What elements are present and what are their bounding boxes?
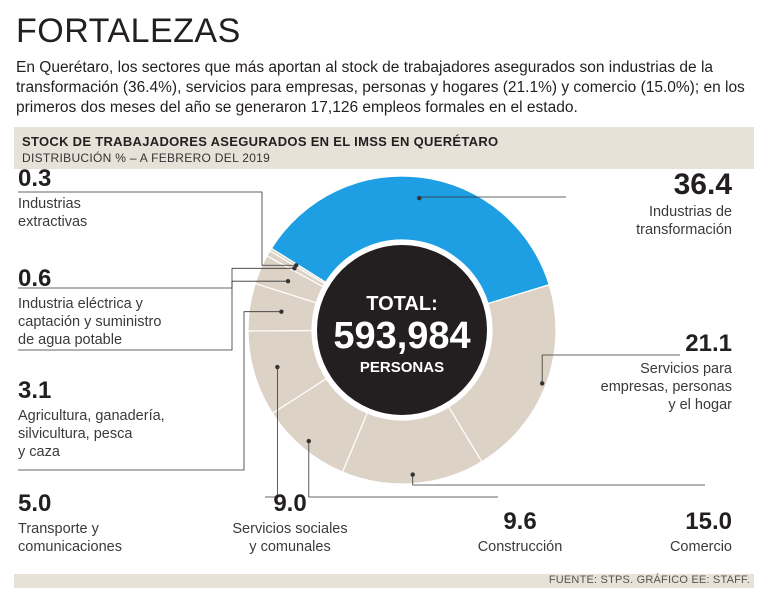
category-label-industrias-de-transformacion: transformación [636, 222, 732, 238]
footer-bar: FUENTE: STPS. GRÁFICO EE: STAFF. [14, 574, 754, 588]
dot-transporte-y-comunicaciones [279, 309, 284, 314]
total-unit: PERSONAS [360, 359, 444, 376]
category-label-servicios-para-empresas-personas-y-el-hogar: empresas, personas [601, 379, 732, 395]
intro-text: En Querétaro, los sectores que más aport… [16, 59, 745, 116]
page-title: FORTALEZAS [16, 12, 241, 50]
category-label-transporte-y-comunicaciones: Transporte y [18, 521, 100, 537]
value-label-transporte-y-comunicaciones: 5.0 [18, 490, 51, 517]
dot-construccion [306, 438, 311, 444]
chart-subtitle: DISTRIBUCIÓN % – A FEBRERO DEL 2019 [22, 151, 271, 165]
value-label-construccion: 9.6 [503, 508, 536, 535]
category-label-industria-electrica-y-captacion-y-suministro-de-agua-potable: captación y suministro [18, 314, 161, 330]
category-label-industrias-de-transformacion: Industrias de [649, 204, 732, 220]
source-note: FUENTE: STPS. GRÁFICO EE: STAFF. [548, 574, 750, 586]
dot-industrias-extractivas [294, 263, 299, 268]
leader-industrias-extractivas [18, 191, 297, 266]
total-value: 593,984 [333, 315, 470, 357]
leader-servicios-para-empresas-personas-y-el-hogar [541, 354, 680, 384]
value-label-servicios-sociales-y-comunales: 9.0 [273, 490, 306, 517]
leader-construccion [308, 441, 498, 498]
dot-servicios-sociales-y-comunales [275, 364, 280, 370]
category-label-agricultura-ganaderia-silvicultura-pesca-y-caza: y caza [18, 444, 61, 460]
chart-title: STOCK DE TRABAJADORES ASEGURADOS EN EL I… [22, 134, 499, 149]
category-label-servicios-sociales-y-comunales: Servicios sociales [232, 521, 347, 537]
category-label-agricultura-ganaderia-silvicultura-pesca-y-caza: silvicultura, pesca [18, 426, 133, 442]
leader-servicios-sociales-y-comunales [265, 367, 278, 498]
dot-comercio [410, 472, 415, 477]
dot-industrias-de-transformacion [417, 195, 422, 201]
dot-agricultura-ganaderia-silvicultura-pesca-y-caza [285, 278, 291, 284]
chart-header-bar: STOCK DE TRABAJADORES ASEGURADOS EN EL I… [14, 127, 754, 169]
dot-servicios-para-empresas-personas-y-el-hogar [539, 381, 545, 386]
leader-comercio [412, 474, 705, 486]
category-label-industria-electrica-y-captacion-y-suministro-de-agua-potable: Industria eléctrica y [18, 296, 144, 312]
value-label-comercio: 15.0 [685, 508, 732, 535]
leader-industria-electrica-y-captacion-y-suministro-de-agua-potable [18, 267, 295, 289]
leader-agricultura-ganaderia-silvicultura-pesca-y-caza [18, 280, 289, 351]
total-label: TOTAL: [366, 293, 437, 315]
value-label-servicios-para-empresas-personas-y-el-hogar: 21.1 [685, 330, 732, 357]
value-label-industria-electrica-y-captacion-y-suministro-de-agua-potable: 0.6 [18, 265, 51, 292]
category-label-industria-electrica-y-captacion-y-suministro-de-agua-potable: de agua potable [18, 332, 122, 348]
category-label-servicios-para-empresas-personas-y-el-hogar: Servicios para [640, 361, 733, 377]
value-label-industrias-de-transformacion: 36.4 [674, 168, 733, 201]
value-label-agricultura-ganaderia-silvicultura-pesca-y-caza: 3.1 [18, 377, 51, 404]
category-label-servicios-para-empresas-personas-y-el-hogar: y el hogar [668, 397, 732, 413]
category-label-industrias-extractivas: extractivas [18, 214, 87, 230]
category-label-construccion: Construcción [478, 539, 563, 555]
category-label-agricultura-ganaderia-silvicultura-pesca-y-caza: Agricultura, ganadería, [18, 408, 165, 424]
category-label-transporte-y-comunicaciones: comunicaciones [18, 539, 122, 555]
category-label-comercio: Comercio [670, 539, 732, 555]
category-label-servicios-sociales-y-comunales: y comunales [249, 539, 330, 555]
slice-industrias-de-transformacion [270, 175, 550, 305]
category-label-industrias-extractivas: Industrias [18, 196, 81, 212]
leader-transporte-y-comunicaciones [18, 311, 282, 471]
value-label-industrias-extractivas: 0.3 [18, 165, 51, 192]
center-disc [317, 245, 487, 415]
